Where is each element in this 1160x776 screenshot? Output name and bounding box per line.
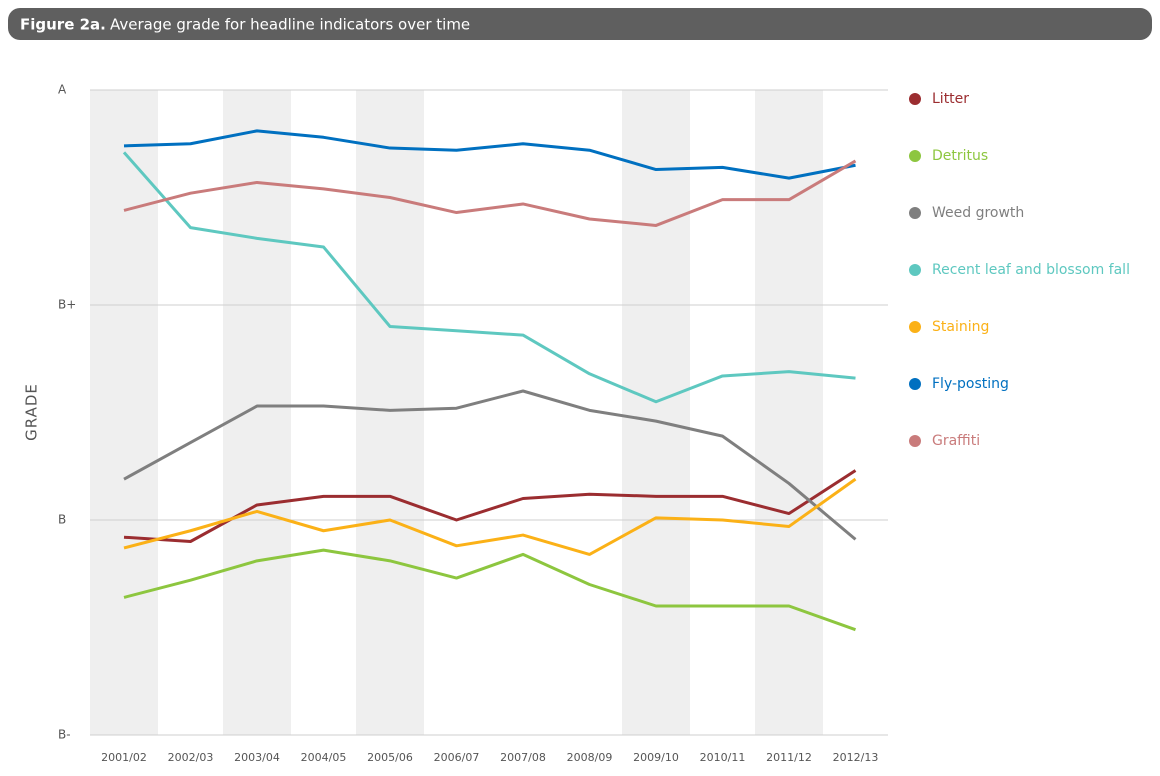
series-line xyxy=(123,469,857,543)
x-tick-label: 2005/06 xyxy=(367,751,413,764)
legend-label: Fly-posting xyxy=(932,376,1009,392)
series-line xyxy=(123,477,857,556)
band xyxy=(755,90,823,735)
y-tick-label: A xyxy=(58,83,67,97)
band xyxy=(356,90,424,735)
band xyxy=(223,90,291,735)
x-tick-label: 2002/03 xyxy=(168,751,214,764)
y-tick-label: B- xyxy=(58,728,71,742)
x-tick-label: 2010/11 xyxy=(700,751,746,764)
legend-label: Weed growth xyxy=(932,205,1024,221)
legend-swatch xyxy=(909,378,921,390)
band xyxy=(622,90,690,735)
legend-label: Litter xyxy=(932,91,969,107)
y-axis-label: GRADE xyxy=(23,383,41,441)
x-tick-label: 2006/07 xyxy=(434,751,480,764)
legend-label: Detritus xyxy=(932,148,988,164)
legend-swatch xyxy=(909,150,921,162)
x-tick-label: 2009/10 xyxy=(633,751,679,764)
series-line xyxy=(123,548,857,632)
legend-swatch xyxy=(909,93,921,105)
series-line xyxy=(122,151,856,404)
x-tick-label: 2004/05 xyxy=(301,751,347,764)
x-tick-label: 2007/08 xyxy=(500,751,546,764)
chart-title: Figure 2a. xyxy=(20,16,106,34)
series-line xyxy=(123,159,857,227)
x-tick-label: 2003/04 xyxy=(234,751,280,764)
legend-swatch xyxy=(909,321,921,333)
legend-swatch xyxy=(909,435,921,447)
x-tick-label: 2001/02 xyxy=(101,751,147,764)
x-tick-label: 2012/13 xyxy=(833,751,879,764)
series-line xyxy=(123,389,857,541)
legend-swatch xyxy=(909,207,921,219)
band xyxy=(90,90,158,735)
legend-label: Graffiti xyxy=(932,433,980,449)
title-bar xyxy=(8,8,1152,40)
legend-label: Staining xyxy=(932,319,989,335)
y-tick-label: B+ xyxy=(58,298,76,312)
series-line xyxy=(123,129,856,180)
x-tick-label: 2011/12 xyxy=(766,751,812,764)
chart-subtitle: Average grade for headline indicators ov… xyxy=(110,16,470,34)
legend-swatch xyxy=(909,264,921,276)
x-tick-label: 2008/09 xyxy=(567,751,613,764)
y-tick-label: B xyxy=(58,513,66,527)
legend-label: Recent leaf and blossom fall xyxy=(932,262,1130,278)
